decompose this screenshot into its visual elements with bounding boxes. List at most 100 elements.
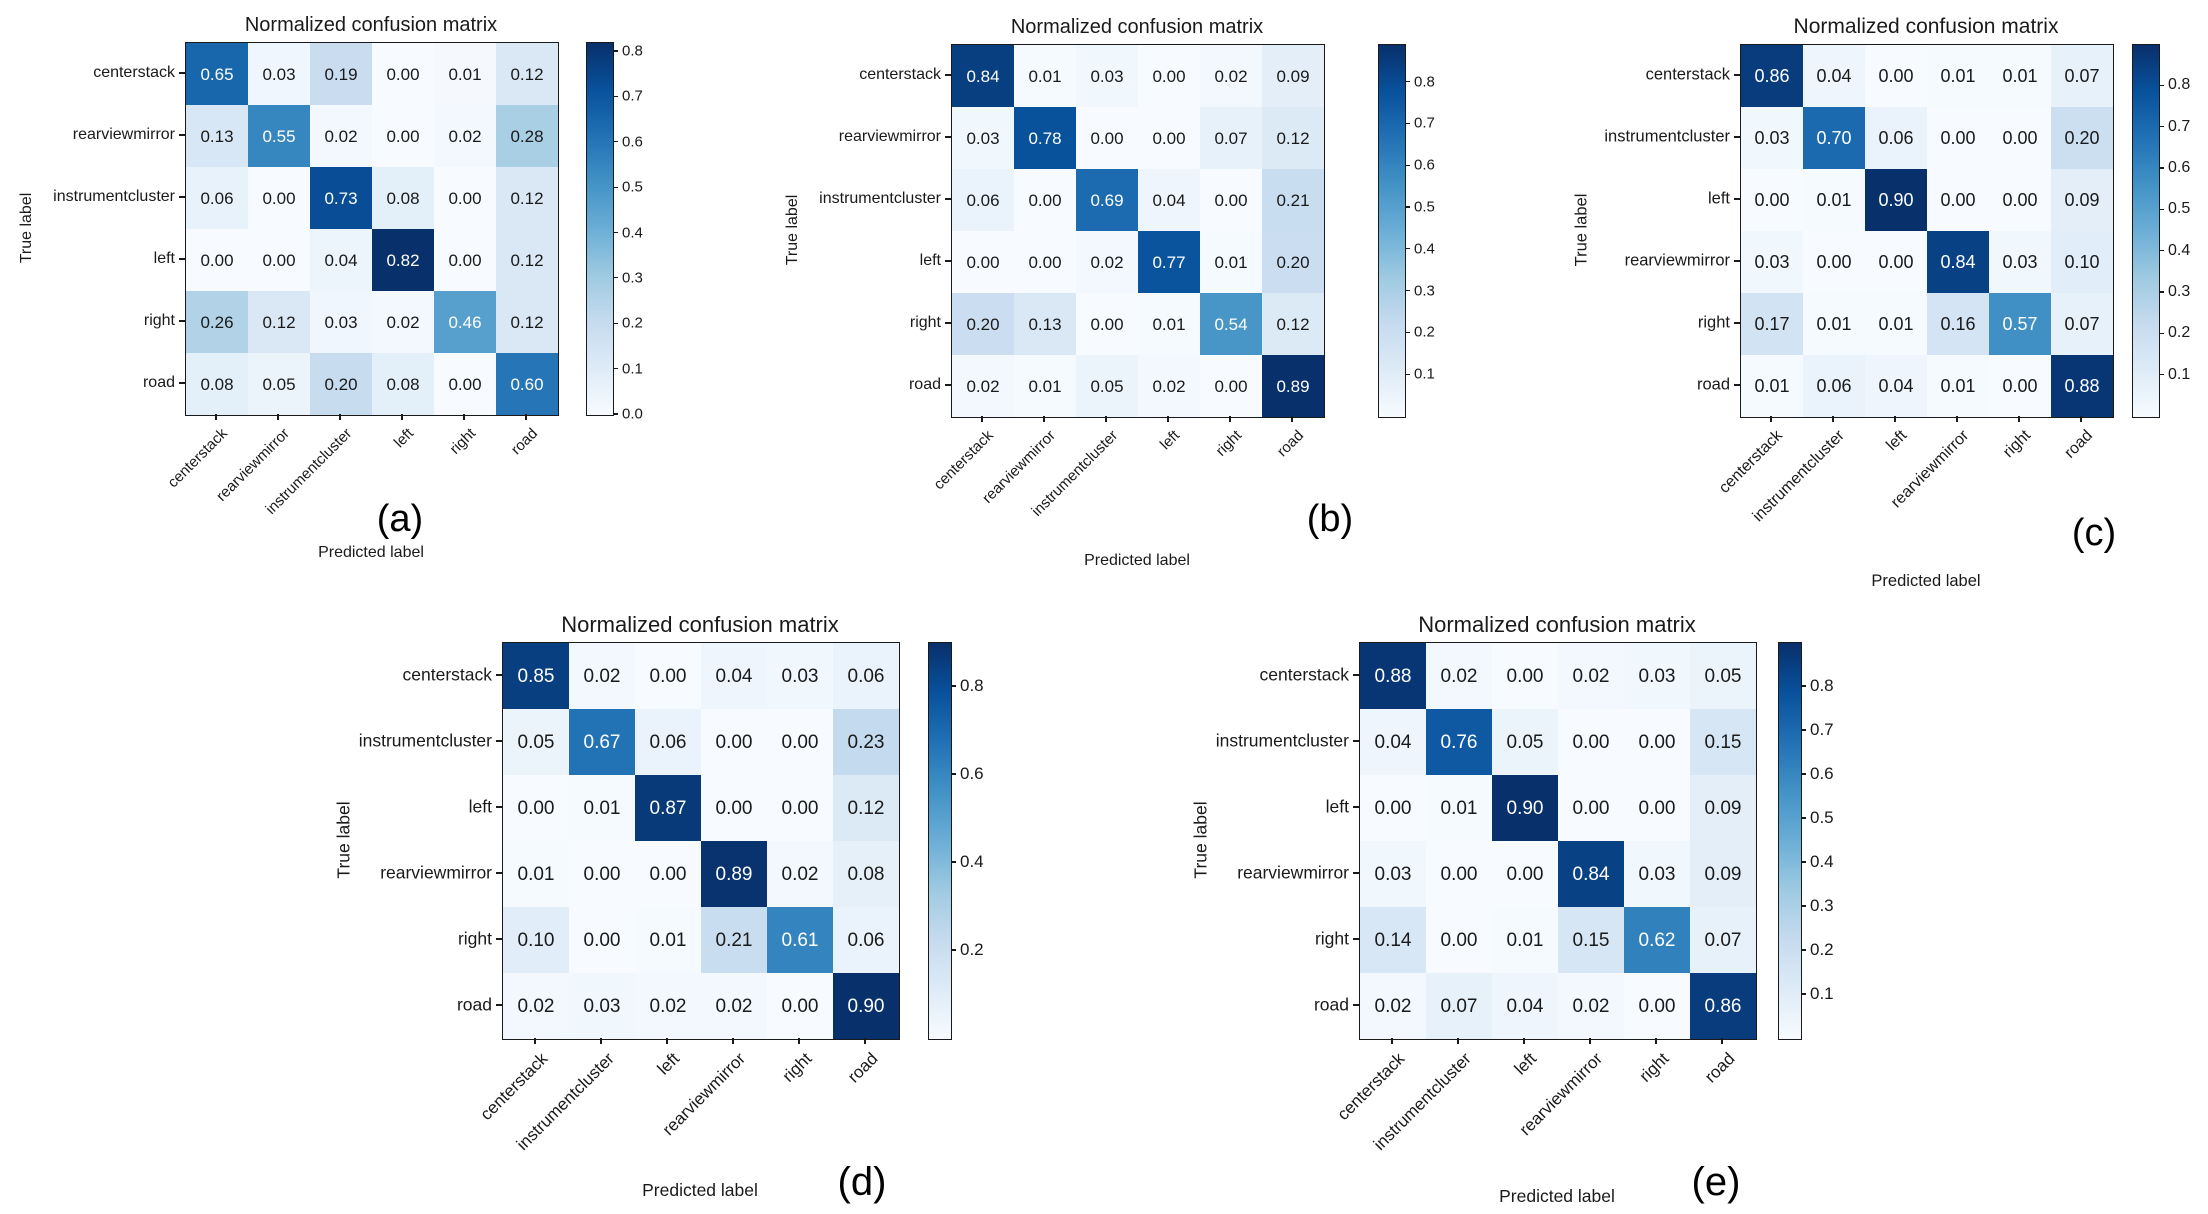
y-tick-label: instrumentcluster bbox=[358, 730, 492, 751]
matrix-cell: 0.00 bbox=[569, 841, 635, 907]
y-tick-mark bbox=[1734, 384, 1740, 386]
matrix-cell: 0.03 bbox=[767, 643, 833, 709]
matrix-cell: 0.86 bbox=[1690, 973, 1756, 1039]
matrix-cell: 0.73 bbox=[310, 167, 372, 229]
x-tick-label: right bbox=[778, 1049, 816, 1086]
y-tick-label: road bbox=[456, 994, 492, 1015]
colorbar-tick-label: 0.4 bbox=[960, 852, 984, 871]
matrix-cell: 0.00 bbox=[186, 229, 248, 291]
matrix-cell: 0.02 bbox=[1076, 231, 1138, 293]
x-tick-mark bbox=[798, 1038, 800, 1044]
colorbar-tick-mark bbox=[2159, 250, 2164, 252]
matrix-cell: 0.12 bbox=[1262, 107, 1324, 169]
colorbar-tick-mark bbox=[951, 861, 956, 863]
matrix-cell: 0.00 bbox=[248, 167, 310, 229]
chart-title: Normalized confusion matrix bbox=[561, 612, 839, 637]
y-tick-mark bbox=[1353, 1004, 1359, 1006]
matrix-cell: 0.07 bbox=[1200, 107, 1262, 169]
matrix-cell: 0.03 bbox=[1989, 231, 2051, 293]
colorbar-tick-mark bbox=[1405, 331, 1410, 333]
y-tick-label: right bbox=[143, 312, 175, 329]
heatmap: 0.85 0.02 0.00 0.04 0.03 0.06 0.05 0.67 0.06 0.00… bbox=[502, 642, 900, 1040]
matrix-cell: 0.00 bbox=[701, 775, 767, 841]
colorbar-tick-label: 0.5 bbox=[1810, 808, 1834, 827]
colorbar-tick-mark bbox=[1405, 206, 1410, 208]
y-tick-mark bbox=[179, 196, 185, 198]
heatmap: 0.84 0.01 0.03 0.00 0.02 0.09 0.03 0.78 0.00 0.00… bbox=[951, 44, 1325, 418]
matrix-cell: 0.85 bbox=[503, 643, 569, 709]
matrix-cell: 0.01 bbox=[1741, 355, 1803, 417]
y-tick-mark bbox=[1353, 740, 1359, 742]
y-tick-label: left bbox=[1707, 189, 1730, 208]
x-tick-mark bbox=[401, 414, 403, 420]
colorbar-tick-mark bbox=[951, 949, 956, 951]
colorbar bbox=[928, 642, 952, 1040]
colorbar-tick-label: 0.3 bbox=[622, 269, 643, 287]
x-tick-label: right bbox=[1212, 427, 1246, 460]
colorbar-tick-label: 0.4 bbox=[622, 224, 643, 242]
colorbar-tick-mark bbox=[951, 773, 956, 775]
matrix-cell: 0.00 bbox=[1200, 355, 1262, 417]
matrix-cell: 0.06 bbox=[952, 169, 1014, 231]
x-tick-mark bbox=[534, 1038, 536, 1044]
matrix-cell: 0.84 bbox=[952, 45, 1014, 107]
x-tick-label: left bbox=[1156, 427, 1184, 454]
colorbar bbox=[586, 42, 614, 416]
matrix-cell: 0.00 bbox=[434, 353, 496, 415]
y-tick-label: centerstack bbox=[859, 66, 941, 83]
colorbar-tick-label: 0.7 bbox=[1810, 720, 1834, 739]
y-tick-label: centerstack bbox=[402, 664, 492, 685]
matrix-cell: 0.12 bbox=[496, 229, 558, 291]
x-tick-mark bbox=[215, 414, 217, 420]
matrix-cell: 0.00 bbox=[1624, 973, 1690, 1039]
matrix-cell: 0.04 bbox=[1803, 45, 1865, 107]
matrix-cell: 0.07 bbox=[1426, 973, 1492, 1039]
matrix-cell: 0.00 bbox=[952, 231, 1014, 293]
colorbar-tick-label: 0.6 bbox=[622, 133, 643, 151]
y-tick-mark bbox=[1734, 74, 1740, 76]
matrix-cell: 0.00 bbox=[1865, 45, 1927, 107]
matrix-cell: 0.70 bbox=[1803, 107, 1865, 169]
colorbar-tick-label: 0.5 bbox=[2168, 200, 2191, 218]
matrix-cell: 0.01 bbox=[569, 775, 635, 841]
matrix-cell: 0.89 bbox=[1262, 355, 1324, 417]
matrix-cell: 0.00 bbox=[1492, 643, 1558, 709]
y-tick-mark bbox=[1734, 198, 1740, 200]
y-tick-mark bbox=[945, 322, 951, 324]
x-tick-mark bbox=[1894, 416, 1896, 422]
matrix-cell: 0.08 bbox=[833, 841, 899, 907]
matrix-cell: 0.02 bbox=[952, 355, 1014, 417]
x-tick-label: left bbox=[1882, 427, 1911, 455]
matrix-cell: 0.00 bbox=[701, 709, 767, 775]
matrix-cell: 0.00 bbox=[1014, 169, 1076, 231]
colorbar-tick-mark bbox=[1801, 685, 1806, 687]
matrix-cell: 0.04 bbox=[1360, 709, 1426, 775]
matrix-cell: 0.02 bbox=[1200, 45, 1262, 107]
matrix-cell: 0.88 bbox=[2051, 355, 2113, 417]
colorbar-tick-mark bbox=[1405, 248, 1410, 250]
matrix-cell: 0.06 bbox=[833, 643, 899, 709]
subfigure-caption: (a) bbox=[376, 498, 424, 540]
heatmap: 0.65 0.03 0.19 0.00 0.01 0.12 0.13 0.55 0.02 0.00… bbox=[185, 42, 559, 416]
matrix-cell: 0.00 bbox=[569, 907, 635, 973]
matrix-cell: 0.00 bbox=[1989, 107, 2051, 169]
y-tick-label: rearviewmirror bbox=[72, 126, 175, 143]
x-tick-mark bbox=[1589, 1038, 1591, 1044]
matrix-cell: 0.55 bbox=[248, 105, 310, 167]
matrix-cell: 0.08 bbox=[186, 353, 248, 415]
colorbar-tick-label: 0.3 bbox=[1810, 896, 1834, 915]
matrix-cell: 0.00 bbox=[767, 709, 833, 775]
colorbar-tick-mark bbox=[1801, 949, 1806, 951]
matrix-cell: 0.00 bbox=[372, 105, 434, 167]
y-tick-label: rearviewmirror bbox=[838, 128, 941, 145]
y-tick-label: rearviewmirror bbox=[1237, 862, 1349, 883]
matrix-cell: 0.77 bbox=[1138, 231, 1200, 293]
colorbar-tick-label: 0.3 bbox=[2168, 283, 2191, 300]
matrix-cell: 0.00 bbox=[767, 973, 833, 1039]
matrix-cell: 0.03 bbox=[310, 291, 372, 353]
matrix-cell: 0.00 bbox=[1426, 907, 1492, 973]
colorbar-tick-label: 0.7 bbox=[1414, 114, 1435, 132]
colorbar-tick-label: 0.2 bbox=[1414, 323, 1435, 341]
matrix-cell: 0.89 bbox=[701, 841, 767, 907]
x-tick-mark bbox=[2080, 416, 2082, 422]
